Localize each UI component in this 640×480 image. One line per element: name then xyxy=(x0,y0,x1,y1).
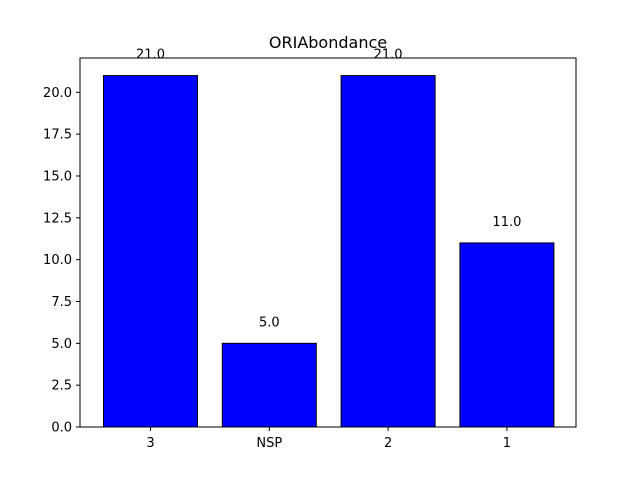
data-label: 5.0 xyxy=(259,315,280,330)
axes-frame xyxy=(79,57,577,428)
y-tick-label: 12.5 xyxy=(43,211,72,226)
bar-nsp xyxy=(221,342,317,428)
x-tick-label: 2 xyxy=(384,436,392,451)
y-tick-label: 7.5 xyxy=(51,295,72,310)
data-label: 21.0 xyxy=(136,48,165,63)
y-tick-label: 2.5 xyxy=(51,379,72,394)
y-tick-label: 20.0 xyxy=(43,86,72,101)
bar-3 xyxy=(103,75,198,428)
x-axis: 3 NSP 2 1 xyxy=(146,427,511,451)
bar-1 xyxy=(459,242,555,428)
bar-2 xyxy=(340,75,436,428)
data-label: 21.0 xyxy=(374,48,403,63)
y-axis: 0.0 2.5 5.0 7.5 10.0 12.5 15.0 17.5 20.0 xyxy=(43,86,80,436)
x-tick-label: 3 xyxy=(146,436,154,451)
y-tick-label: 5.0 xyxy=(51,337,72,352)
y-tick-label: 0.0 xyxy=(51,421,72,436)
bars-layer xyxy=(103,75,555,428)
x-tick-label: NSP xyxy=(256,436,282,451)
data-labels-layer: 21.0 5.0 21.0 11.0 xyxy=(136,48,521,331)
chart-title: ORIAbondance xyxy=(269,33,387,52)
y-tick-label: 17.5 xyxy=(43,128,72,143)
y-tick-label: 10.0 xyxy=(43,253,72,268)
y-tick-label: 15.0 xyxy=(43,169,72,184)
data-label: 11.0 xyxy=(492,215,521,230)
x-tick-label: 1 xyxy=(503,436,511,451)
